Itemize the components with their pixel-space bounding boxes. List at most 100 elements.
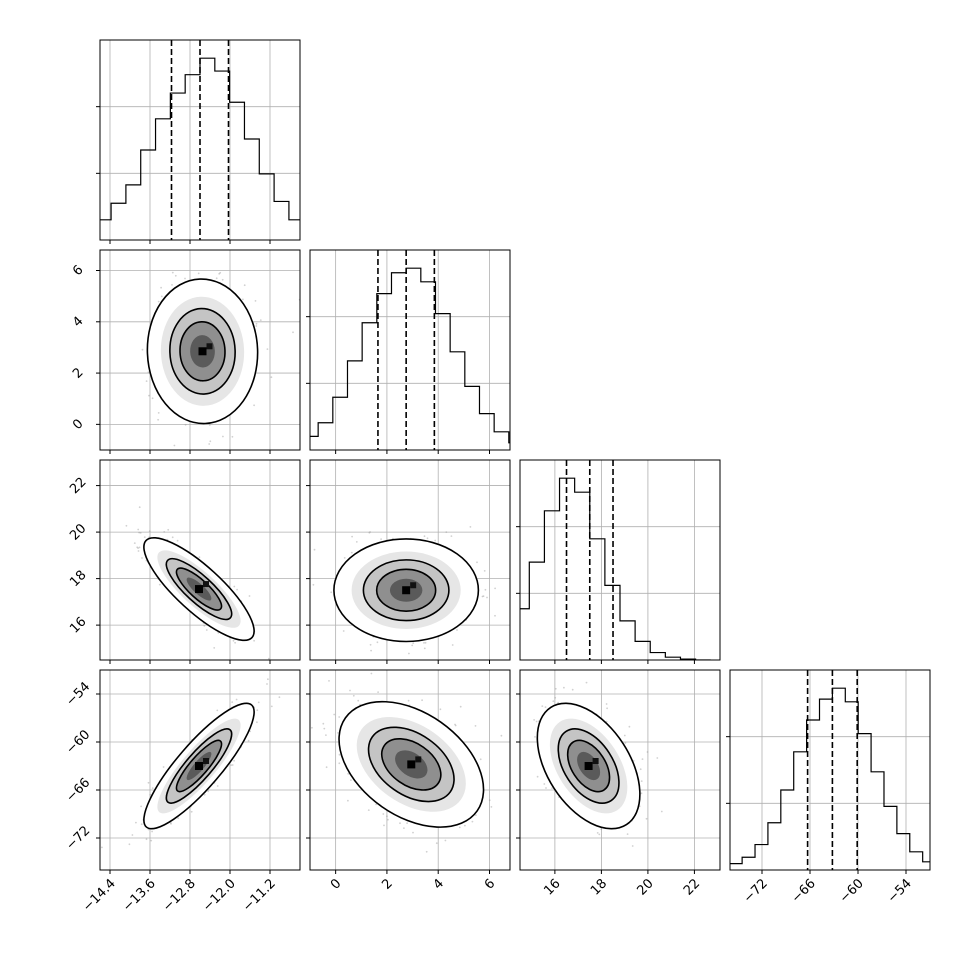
scatter-point <box>624 742 627 744</box>
scatter-point <box>169 821 172 824</box>
scatter-point <box>458 826 461 829</box>
scatter-point <box>234 641 237 644</box>
scatter-point <box>408 652 410 655</box>
scatter-point <box>213 647 216 649</box>
panel-frame <box>99 459 301 661</box>
panel-frame <box>309 249 511 451</box>
scatter-point <box>471 820 474 823</box>
scatter-point <box>140 805 143 808</box>
scatter-point <box>137 550 140 552</box>
scatter-point <box>141 348 144 351</box>
scatter-point <box>338 716 341 718</box>
scatter-point <box>554 687 557 690</box>
hist-p0 <box>100 57 300 221</box>
scatter-point <box>163 531 166 533</box>
scatter-point <box>160 286 163 289</box>
scatter-point <box>147 371 150 374</box>
hist-panel-p2 <box>520 460 720 660</box>
scatter-point <box>656 757 659 759</box>
scatter-point <box>101 846 103 849</box>
scatter-point <box>267 678 269 681</box>
scatter-panel-p0-p2 <box>100 460 300 660</box>
scatter-point <box>490 806 493 808</box>
scatter-point <box>148 394 150 397</box>
scatter-point <box>222 435 224 438</box>
scatter-point <box>434 539 437 542</box>
scatter-point <box>482 595 485 597</box>
scatter-point <box>628 725 631 728</box>
scatter-point <box>205 629 208 631</box>
density-peak <box>198 347 207 356</box>
scatter-point <box>475 814 477 816</box>
scatter-point <box>143 536 146 538</box>
y-tick-label-p1: 4 <box>70 314 86 330</box>
scatter-point <box>186 226 188 228</box>
scatter-point <box>411 644 414 647</box>
scatter-point <box>235 698 238 701</box>
scatter-point <box>367 809 370 811</box>
scatter-point <box>450 535 453 537</box>
scatter-point <box>254 300 257 302</box>
scatter-point <box>137 528 140 531</box>
scatter-point <box>247 739 250 742</box>
scatter-point <box>605 703 608 705</box>
scatter-point <box>219 271 222 274</box>
x-tick-label-p2: 20 <box>634 876 656 898</box>
scatter-point <box>459 705 462 708</box>
scatter-point <box>585 681 588 684</box>
scatter-point <box>352 694 355 697</box>
scatter-point <box>270 705 273 708</box>
scatter-point <box>403 827 405 829</box>
x-tick-label-p2: 18 <box>588 876 610 898</box>
scatter-point <box>376 641 379 644</box>
scatter-point <box>208 443 211 445</box>
scatter-point <box>171 284 173 286</box>
scatter-point <box>162 766 165 768</box>
x-tick-label-p3: −72 <box>741 876 771 906</box>
scatter-point <box>253 639 256 642</box>
scatter-point <box>544 706 547 708</box>
scatter-point <box>131 834 134 836</box>
scatter-point <box>347 799 349 802</box>
scatter-point <box>157 412 160 414</box>
scatter-point <box>325 734 327 736</box>
y-tick-label-p2: 22 <box>67 475 89 497</box>
scatter-point <box>133 542 136 544</box>
scatter-point <box>640 792 643 795</box>
scatter-panel-p0-p1 <box>100 226 300 450</box>
scatter-point <box>158 583 161 586</box>
scatter-point <box>387 818 389 821</box>
scatter-point <box>233 759 236 762</box>
panel-frame <box>729 669 931 871</box>
scatter-point <box>370 649 372 652</box>
x-tick-label-p0: −12.8 <box>160 876 199 915</box>
scatter-point <box>494 614 496 617</box>
scatter-point <box>445 531 448 533</box>
scatter-point <box>157 300 160 303</box>
scatter-point <box>333 713 336 716</box>
scatter-point <box>551 787 553 789</box>
panel-frame <box>309 459 511 661</box>
scatter-point <box>256 709 259 712</box>
x-tick-label-p3: −66 <box>789 876 819 906</box>
scatter-point <box>157 418 160 421</box>
scatter-point <box>136 546 139 549</box>
scatter-point <box>135 821 137 824</box>
density-peak <box>203 758 209 764</box>
scatter-point <box>323 727 326 730</box>
scatter-point <box>242 298 244 301</box>
scatter-point <box>486 596 488 599</box>
scatter-point <box>266 348 269 350</box>
scatter-point <box>151 787 154 789</box>
scatter-point <box>190 810 193 813</box>
scatter-point <box>145 838 148 841</box>
scatter-point <box>255 325 258 327</box>
density-peak <box>402 586 411 595</box>
scatter-point <box>631 845 634 847</box>
scatter-point <box>208 424 211 426</box>
panel-frame <box>99 249 301 451</box>
scatter-point <box>383 824 385 827</box>
scatter-point <box>322 722 325 725</box>
scatter-point <box>535 720 538 723</box>
